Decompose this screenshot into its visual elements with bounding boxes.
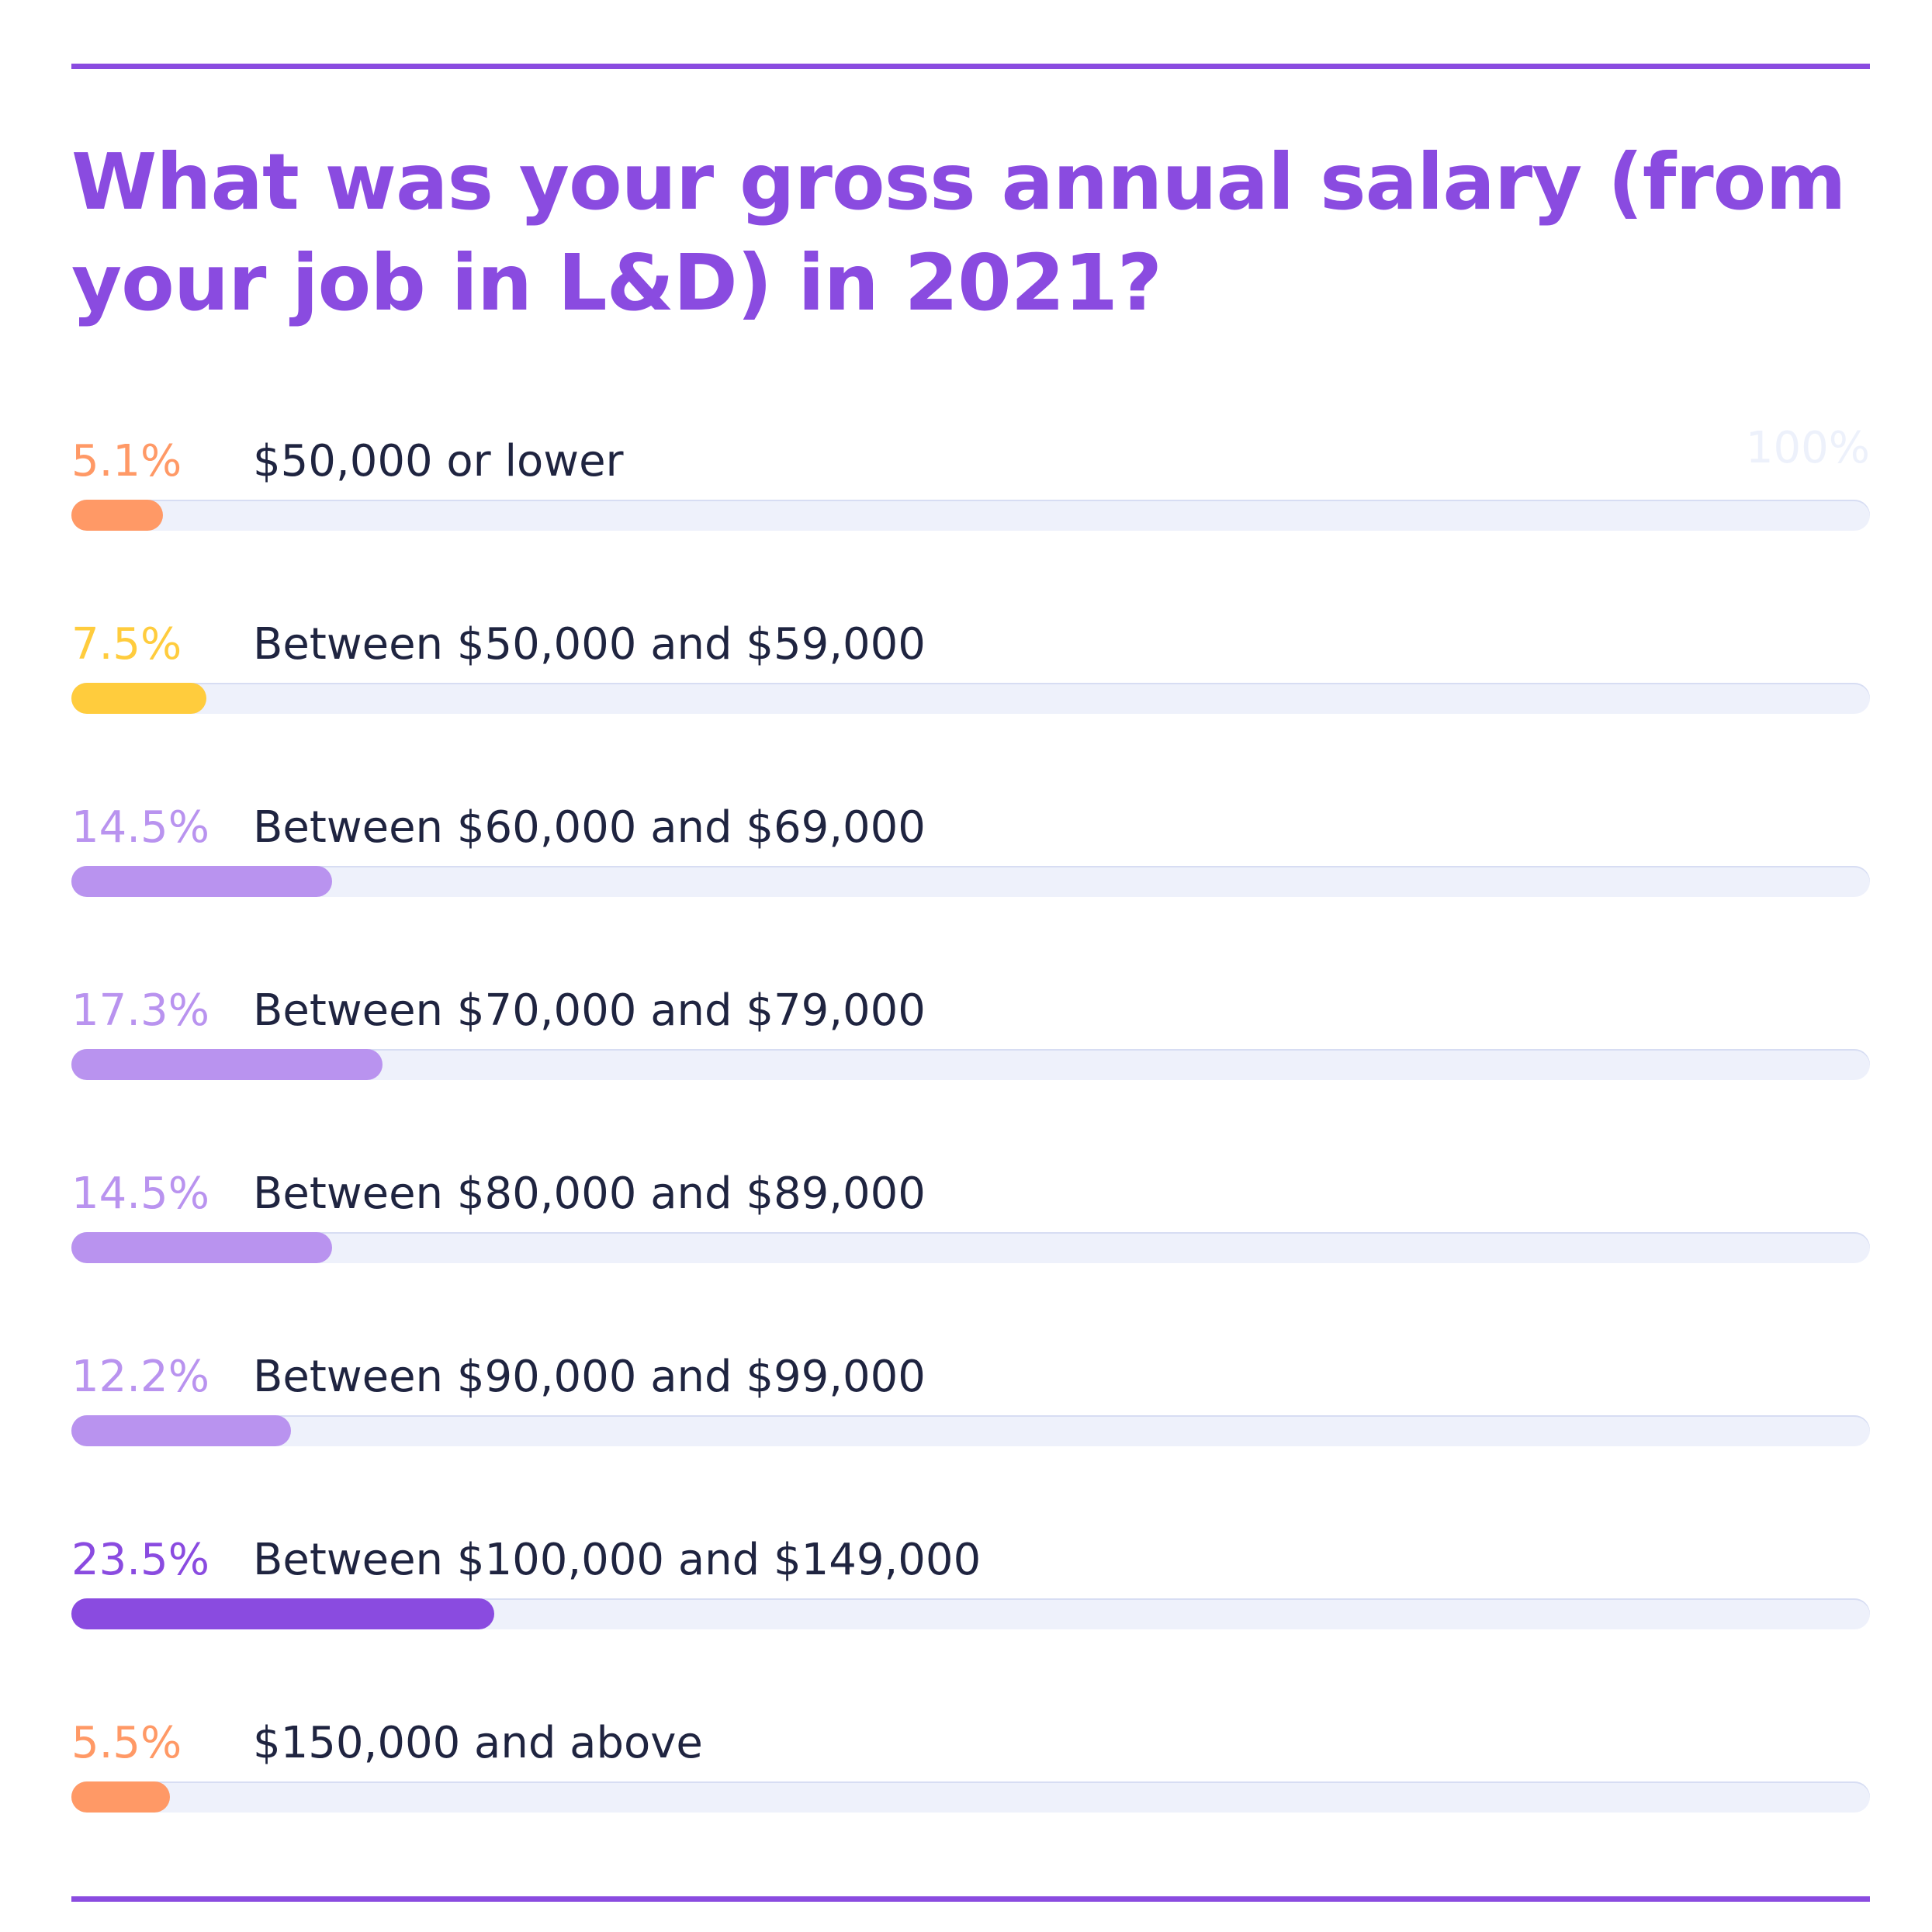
- bar: [71, 866, 333, 897]
- bar-track: [71, 1415, 1870, 1446]
- bar-row: 14.5% Between $80,000 and $89,000: [71, 1167, 1870, 1283]
- bar-value-label: 17.3%: [71, 985, 209, 1036]
- bar-value-label: 14.5%: [71, 802, 209, 853]
- bar-track: [71, 866, 1870, 897]
- bar-row: 5.1% $50,000 or lower: [71, 435, 1870, 551]
- bar-category-label: $150,000 and above: [253, 1718, 703, 1768]
- bar-row: 14.5% Between $60,000 and $69,000: [71, 801, 1870, 917]
- bar-value-label: 14.5%: [71, 1169, 209, 1219]
- bar-value-label: 12.2%: [71, 1352, 209, 1402]
- bar-row: 5.5% $150,000 and above: [71, 1716, 1870, 1833]
- bar-category-label: Between $90,000 and $99,000: [253, 1352, 926, 1402]
- bar-category-label: Between $50,000 and $59,000: [253, 619, 926, 670]
- bar: [71, 1598, 494, 1629]
- bar-category-label: $50,000 or lower: [253, 436, 624, 486]
- bar-track: [71, 1598, 1870, 1629]
- bar-value-label: 5.5%: [71, 1718, 182, 1768]
- bar-row: 17.3% Between $70,000 and $79,000: [71, 984, 1870, 1100]
- chart-title: What was your gross annual salary (from …: [71, 137, 1847, 328]
- bar: [71, 1232, 333, 1263]
- bar: [71, 1415, 291, 1446]
- bar-category-label: Between $80,000 and $89,000: [253, 1169, 926, 1219]
- bar-track: [71, 683, 1870, 714]
- bottom-divider: [71, 1896, 1870, 1902]
- bar-track: [71, 1781, 1870, 1813]
- bar: [71, 500, 164, 531]
- bar-value-label: 5.1%: [71, 436, 182, 486]
- bar-category-label: Between $60,000 and $69,000: [253, 802, 926, 853]
- bar-row: 23.5% Between $100,000 and $149,000: [71, 1533, 1870, 1650]
- top-divider: [71, 64, 1870, 69]
- max-scale-label: 100%: [1745, 423, 1870, 473]
- bar-row: 12.2% Between $90,000 and $99,000: [71, 1350, 1870, 1466]
- bar-value-label: 23.5%: [71, 1535, 209, 1585]
- bar-value-label: 7.5%: [71, 619, 182, 670]
- bar: [71, 1781, 171, 1813]
- bar-category-label: Between $70,000 and $79,000: [253, 985, 926, 1036]
- bar: [71, 1049, 383, 1080]
- bar-category-label: Between $100,000 and $149,000: [253, 1535, 982, 1585]
- bar-track: [71, 1232, 1870, 1263]
- bar: [71, 683, 206, 714]
- bar-track: [71, 1049, 1870, 1080]
- bar-row: 7.5% Between $50,000 and $59,000: [71, 618, 1870, 734]
- bar-track: [71, 500, 1870, 531]
